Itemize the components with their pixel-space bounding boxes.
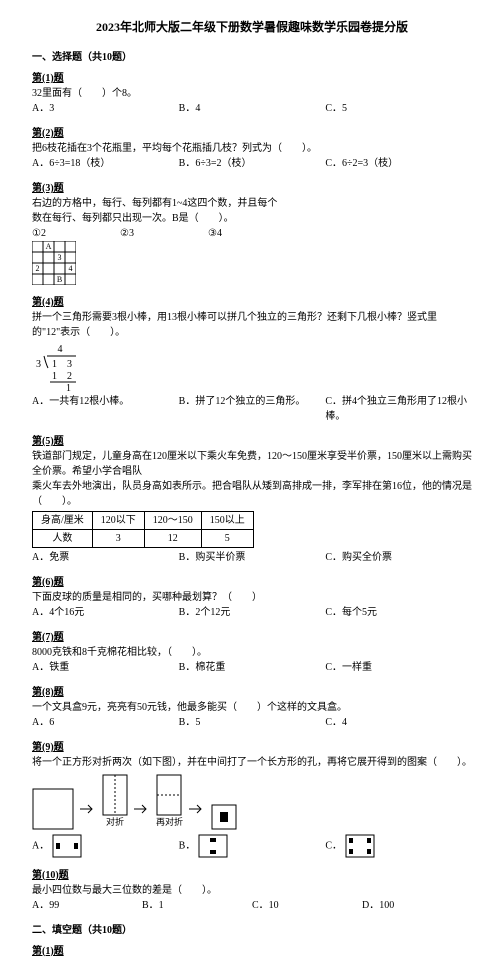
q1-text: 32里面有（ ）个8。 xyxy=(32,86,472,101)
q3-opt-c: ③4 xyxy=(208,226,296,241)
square-icon xyxy=(32,788,74,830)
q4-number: 第(4)题 xyxy=(32,295,472,310)
svg-text:1 2: 1 2 xyxy=(52,371,72,382)
q4-opt-c: C．拼4个独立三角形用了12根小棒。 xyxy=(325,394,472,424)
q7-opt-c: C．一样重 xyxy=(325,660,472,675)
q2-opt-a: A．6÷3=18（枝） xyxy=(32,156,179,171)
q3-text1: 右边的方格中，每行、每列都有1~4这四个数，并且每个 xyxy=(32,196,472,211)
q4-opt-a: A．一共有12根小棒。 xyxy=(32,394,179,424)
q2-opt-b: B．6÷3=2（枝） xyxy=(179,156,326,171)
q1-opt-a: A．3 xyxy=(32,101,179,116)
q9-fold-diagram: 对折 再对折 xyxy=(32,774,472,830)
svg-text:4: 4 xyxy=(69,264,73,273)
q3-opt-b: ②3 xyxy=(120,226,208,241)
q1-opt-b: B．4 xyxy=(179,101,326,116)
q5-opt-b: B．购买半价票 xyxy=(179,550,326,565)
q4-text: 拼一个三角形需要3根小棒，用13根小棒可以拼几个独立的三角形？还剩下几根小棒？竖… xyxy=(32,310,472,340)
page-title: 2023年北师大版二年级下册数学暑假趣味数学乐园卷提分版 xyxy=(32,18,472,36)
q1-opt-c: C．5 xyxy=(325,101,472,116)
q9-number: 第(9)题 xyxy=(32,740,472,755)
q9-options: A． B． C． xyxy=(32,834,472,858)
q10-opt-d: D．100 xyxy=(362,898,472,913)
q3-text2: 数在每行、每列都只出现一次。B是（ ）。 xyxy=(32,211,472,226)
svg-text:3: 3 xyxy=(36,359,41,370)
q6-number: 第(6)题 xyxy=(32,575,472,590)
q7-opt-a: A．铁重 xyxy=(32,660,179,675)
q5-th2: 120以下 xyxy=(92,512,144,530)
svg-text:B: B xyxy=(57,275,62,284)
svg-text:A: A xyxy=(46,242,52,251)
q1-number: 第(1)题 xyxy=(32,71,472,86)
q5-text2: 乘火车去外地演出，队员身高如表所示。把合唱队从矮到高排成一排，李军排在第16位，… xyxy=(32,479,472,509)
q5-th3: 120～150 xyxy=(144,512,201,530)
arrow-icon xyxy=(187,788,207,830)
q7-number: 第(7)题 xyxy=(32,630,472,645)
q6-opt-c: C．每个5元 xyxy=(325,605,472,620)
q5-r4: 5 xyxy=(201,530,253,548)
q8-options: A．6 B．5 C．4 xyxy=(32,715,472,730)
q3-options: ①2 ②3 ③4 xyxy=(32,226,296,241)
q10-text: 最小四位数与最大三位数的差是（ ）。 xyxy=(32,883,472,898)
q5-options: A．免票 B．购买半价票 C．购买全价票 xyxy=(32,550,472,565)
svg-text:1 3: 1 3 xyxy=(52,359,72,370)
q2-number: 第(2)题 xyxy=(32,126,472,141)
q5-th4: 150以上 xyxy=(201,512,253,530)
q5-text1: 铁道部门规定，儿童身高在120厘米以下乘火车免费，120～150厘米享受半价票，… xyxy=(32,449,472,479)
q1-options: A．3 B．4 C．5 xyxy=(32,101,472,116)
q6-opt-a: A．4个16元 xyxy=(32,605,179,620)
q5-opt-a: A．免票 xyxy=(32,550,179,565)
q3-grid-icon: 2 A 3 B 4 xyxy=(32,241,76,285)
svg-text:2: 2 xyxy=(36,264,40,273)
q9-text: 将一个正方形对折两次（如下图），并在中间打了一个长方形的孔，再将它展开得到的图案… xyxy=(32,755,472,770)
q7-options: A．铁重 B．棉花重 C．一样重 xyxy=(32,660,472,675)
hole-icon xyxy=(211,804,237,830)
q6-options: A．4个16元 B．2个12元 C．每个5元 xyxy=(32,605,472,620)
q10-opt-a: A．99 xyxy=(32,898,142,913)
q8-opt-b: B．5 xyxy=(179,715,326,730)
q10-options: A．99 B．1 C．10 D．100 xyxy=(32,898,472,913)
q8-opt-c: C．4 xyxy=(325,715,472,730)
q10-number: 第(10)题 xyxy=(32,868,472,883)
q7-text: 8000克铁和8千克棉花相比较，（ ）。 xyxy=(32,645,472,660)
arrow-icon xyxy=(132,788,152,830)
q8-opt-a: A．6 xyxy=(32,715,179,730)
svg-text:4: 4 xyxy=(58,344,63,355)
svg-text:3: 3 xyxy=(58,253,62,262)
q5-r3: 12 xyxy=(144,530,201,548)
q10-opt-c: C．10 xyxy=(252,898,362,913)
q5-table: 身高/厘米 120以下 120～150 150以上 人数 3 12 5 xyxy=(32,511,254,548)
q5-number: 第(5)题 xyxy=(32,434,472,449)
svg-text:1: 1 xyxy=(66,383,71,392)
q5-th1: 身高/厘米 xyxy=(33,512,93,530)
q9-opt-b: B． xyxy=(179,834,326,858)
q3-opt-a: ①2 xyxy=(32,226,120,241)
q11-number: 第(1)题 xyxy=(32,944,472,959)
q9-opt-a: A． xyxy=(32,834,179,858)
pattern-b-icon xyxy=(198,834,228,858)
q6-text: 下面皮球的质量是相同的，买哪种最划算？（ ） xyxy=(32,590,472,605)
pattern-a-icon xyxy=(52,834,82,858)
q3-number: 第(3)题 xyxy=(32,181,472,196)
q2-options: A．6÷3=18（枝） B．6÷3=2（枝） C．6÷2=3（枝） xyxy=(32,156,472,171)
q4-opt-b: B．拼了12个独立的三角形。 xyxy=(179,394,326,424)
section-2-header: 二、填空题（共10题） xyxy=(32,923,472,938)
q6-opt-b: B．2个12元 xyxy=(179,605,326,620)
q5-r2: 3 xyxy=(92,530,144,548)
q7-opt-b: B．棉花重 xyxy=(179,660,326,675)
q5-r1: 人数 xyxy=(33,530,93,548)
q10-opt-b: B．1 xyxy=(142,898,252,913)
q5-opt-c: C．购买全价票 xyxy=(325,550,472,565)
pattern-c-icon xyxy=(345,834,375,858)
q9-opt-c: C． xyxy=(325,834,472,858)
q8-number: 第(8)题 xyxy=(32,685,472,700)
q2-opt-c: C．6÷2=3（枝） xyxy=(325,156,472,171)
fold1-icon xyxy=(102,774,128,816)
q4-options: A．一共有12根小棒。 B．拼了12个独立的三角形。 C．拼4个独立三角形用了1… xyxy=(32,394,472,424)
q2-text: 把6枝花插在3个花瓶里，平均每个花瓶插几枝？列式为（ ）。 xyxy=(32,141,472,156)
arrow-icon xyxy=(78,788,98,830)
fold2-icon xyxy=(156,774,182,816)
q4-division-icon: 4 3 1 3 1 2 1 xyxy=(32,342,92,392)
section-1-header: 一、选择题（共10题） xyxy=(32,50,472,65)
